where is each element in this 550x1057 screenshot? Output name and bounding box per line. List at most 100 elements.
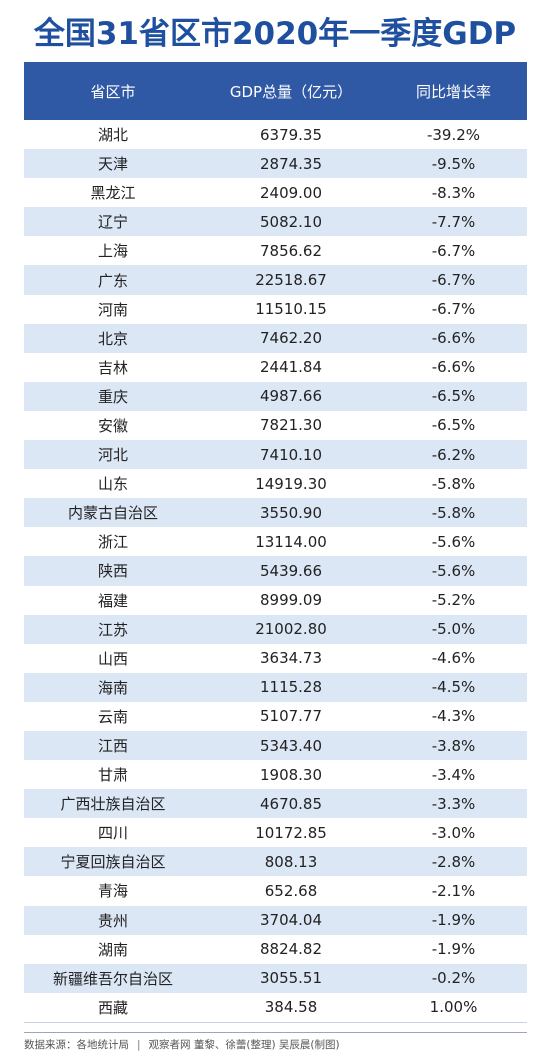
cell-region: 福建 (97, 591, 128, 610)
cell-growth-rate: -6.5% (431, 387, 476, 406)
table-row: 甘肃 1908.30 -3.4% (24, 760, 527, 790)
table-row: 福建 8999.09 -5.2% (24, 585, 527, 615)
cell-region: 江苏 (97, 620, 128, 639)
cell-gdp-total: 7410.10 (259, 445, 323, 464)
table-row: 四川 10172.85 -3.0% (24, 818, 527, 848)
table-row: 黑龙江 2409.00 -8.3% (24, 178, 527, 208)
cell-region: 云南 (97, 707, 128, 726)
cell-gdp-total: 384.58 (264, 998, 318, 1017)
cell-gdp-total: 22518.67 (255, 271, 327, 290)
table-row: 天津 2874.35 -9.5% (24, 149, 527, 179)
cell-region: 广东 (97, 271, 128, 290)
cell-gdp-total: 808.13 (264, 852, 318, 871)
table-row: 广西壮族自治区 4670.85 -3.3% (24, 789, 527, 819)
cell-gdp-total: 8999.09 (259, 591, 323, 610)
cell-growth-rate: -7.7% (431, 212, 476, 231)
cell-gdp-total: 2409.00 (259, 183, 323, 202)
cell-region: 吉林 (97, 358, 128, 377)
footer: 数据来源：各地统计局 | 观察者网 董黎、徐蕾(整理) 吴辰晨(制图) (24, 1032, 527, 1052)
table-row: 宁夏回族自治区 808.13 -2.8% (24, 847, 527, 877)
table-row: 山东 14919.30 -5.8% (24, 469, 527, 499)
cell-growth-rate: -5.6% (431, 532, 476, 551)
cell-growth-rate: -4.6% (431, 649, 476, 668)
cell-gdp-total: 1115.28 (259, 678, 323, 697)
cell-gdp-total: 6379.35 (259, 125, 323, 144)
table-row: 云南 5107.77 -4.3% (24, 701, 527, 731)
cell-gdp-total: 2441.84 (259, 358, 323, 377)
table-row: 河北 7410.10 -6.2% (24, 440, 527, 470)
cell-growth-rate: -5.8% (431, 474, 476, 493)
cell-region: 西藏 (97, 998, 128, 1017)
cell-gdp-total: 5082.10 (259, 212, 323, 231)
cell-growth-rate: -3.3% (431, 794, 476, 813)
table-row: 陕西 5439.66 -5.6% (24, 556, 527, 586)
cell-gdp-total: 14919.30 (255, 474, 327, 493)
cell-region: 湖北 (97, 126, 128, 145)
cell-region: 宁夏回族自治区 (60, 853, 166, 872)
cell-gdp-total: 5107.77 (259, 707, 323, 726)
cell-growth-rate: -4.5% (431, 678, 476, 697)
cell-gdp-total: 652.68 (264, 881, 318, 900)
cell-gdp-total: 3550.90 (259, 503, 323, 522)
cell-region: 四川 (97, 824, 128, 843)
table-row: 安徽 7821.30 -6.5% (24, 410, 527, 441)
table-row: 贵州 3704.04 -1.9% (24, 905, 527, 935)
cell-growth-rate: -2.8% (431, 852, 476, 871)
cell-region: 山西 (97, 649, 128, 668)
table-row: 山西 3634.73 -4.6% (24, 643, 527, 673)
cell-region: 河北 (97, 446, 128, 465)
table-row: 浙江 13114.00 -5.6% (24, 527, 527, 557)
cell-growth-rate: -6.7% (431, 241, 476, 260)
cell-region: 甘肃 (97, 766, 128, 785)
cell-region: 浙江 (97, 533, 128, 552)
cell-region: 天津 (97, 155, 128, 174)
table-row: 重庆 4987.66 -6.5% (24, 381, 527, 411)
gdp-table: 省区市 GDP总量（亿元） 同比增长率 湖北 6379.35 -39.2% 天津 287… (24, 62, 527, 1023)
table-row: 上海 7856.62 -6.7% (24, 236, 527, 266)
cell-growth-rate: -6.2% (431, 445, 476, 464)
cell-region: 湖南 (97, 940, 128, 959)
footer-credit: 观察者网 董黎、徐蕾(整理) 吴辰晨(制图) (148, 1039, 340, 1051)
cell-growth-rate: -4.3% (431, 707, 476, 726)
header-growth-rate: 同比增长率 (415, 82, 491, 101)
cell-gdp-total: 7462.20 (259, 329, 323, 348)
cell-growth-rate: -5.2% (431, 591, 476, 610)
cell-gdp-total: 4670.85 (259, 794, 323, 813)
cell-growth-rate: -6.6% (431, 358, 476, 377)
cell-region: 辽宁 (97, 213, 128, 232)
cell-growth-rate: -3.4% (431, 765, 476, 784)
cell-region: 内蒙古自治区 (67, 504, 158, 523)
cell-gdp-total: 5343.40 (259, 736, 323, 755)
cell-region: 北京 (97, 329, 128, 348)
cell-gdp-total: 7856.62 (259, 241, 323, 260)
cell-gdp-total: 7821.30 (259, 416, 323, 435)
cell-growth-rate: -3.0% (431, 823, 476, 842)
cell-gdp-total: 10172.85 (255, 823, 327, 842)
cell-growth-rate: -8.3% (431, 183, 476, 202)
cell-growth-rate: -5.6% (431, 561, 476, 580)
page-title: 全国31省区市2020年一季度GDP (33, 16, 517, 52)
table-row: 广东 22518.67 -6.7% (24, 265, 527, 295)
header-gdp-total: GDP总量（亿元） (229, 82, 353, 101)
cell-growth-rate: -39.2% (426, 125, 481, 144)
cell-gdp-total: 5439.66 (259, 561, 323, 580)
cell-region: 安徽 (97, 416, 128, 435)
table-row: 吉林 2441.84 -6.6% (24, 352, 527, 382)
cell-region: 黑龙江 (90, 184, 136, 203)
table-row: 海南 1115.28 -4.5% (24, 672, 527, 702)
cell-region: 江西 (97, 737, 128, 756)
table-row: 辽宁 5082.10 -7.7% (24, 207, 527, 237)
table-row: 新疆维吾尔自治区 3055.51 -0.2% (24, 963, 527, 993)
cell-growth-rate: -0.2% (431, 969, 476, 988)
cell-region: 重庆 (97, 387, 128, 406)
cell-gdp-total: 13114.00 (255, 532, 327, 551)
cell-region: 广西壮族自治区 (60, 795, 166, 814)
cell-growth-rate: -1.9% (431, 911, 476, 930)
cell-growth-rate: 1.00% (429, 998, 478, 1017)
cell-region: 海南 (97, 678, 128, 697)
cell-region: 上海 (97, 242, 128, 261)
header-region: 省区市 (90, 82, 136, 101)
cell-growth-rate: -9.5% (431, 154, 476, 173)
cell-gdp-total: 3634.73 (259, 649, 323, 668)
cell-gdp-total: 8824.82 (259, 940, 323, 959)
